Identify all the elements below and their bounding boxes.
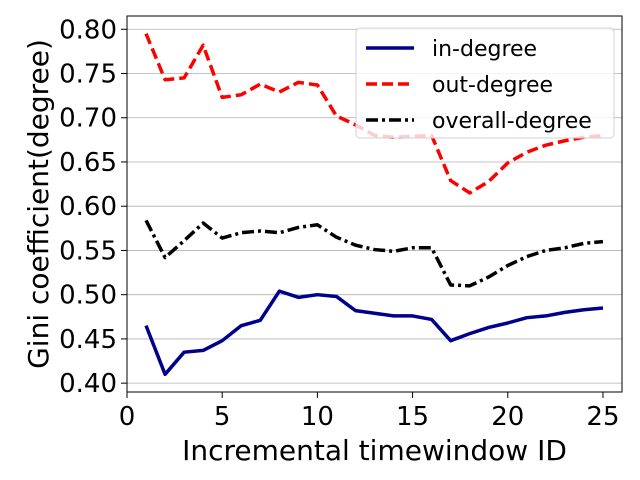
x-tick-label: 15	[396, 402, 429, 432]
series-line-in-degree	[144, 289, 604, 377]
y-axis-label: Gini coefficient(degree)	[22, 39, 55, 369]
plot-frame	[126, 15, 623, 393]
y-tick-label: 0.45	[59, 325, 117, 355]
x-axis-label: Incremental timewindow ID	[182, 434, 567, 467]
y-tick-label: 0.70	[59, 104, 117, 134]
axis-ticks: 0.40 0.45 0.50 0.55 0.60 0.65 0.70 0.75 0.80 0 5 10…	[59, 15, 619, 432]
x-tick-label: 20	[491, 402, 524, 432]
legend-box	[355, 27, 615, 139]
legend-label-in-degree: in-degree	[432, 37, 537, 62]
series-line-overall-degree	[144, 219, 604, 288]
y-tick-label: 0.50	[59, 281, 117, 311]
y-tick-label: 0.55	[59, 236, 117, 266]
legend: in-degree out-degree overall-degree	[355, 27, 615, 139]
y-tick-label: 0.75	[59, 60, 117, 90]
legend-label-out-degree: out-degree	[432, 73, 553, 98]
x-tick-label: 25	[586, 402, 619, 432]
y-tick-label: 0.60	[59, 192, 117, 222]
x-tick-label: 10	[301, 402, 334, 432]
y-tick-label: 0.65	[59, 148, 117, 178]
y-tick-label: 0.40	[59, 369, 117, 399]
y-tick-label: 0.80	[59, 15, 117, 45]
legend-label-overall-degree: overall-degree	[432, 109, 592, 134]
x-tick-label: 0	[119, 402, 136, 432]
x-tick-label: 5	[214, 402, 231, 432]
